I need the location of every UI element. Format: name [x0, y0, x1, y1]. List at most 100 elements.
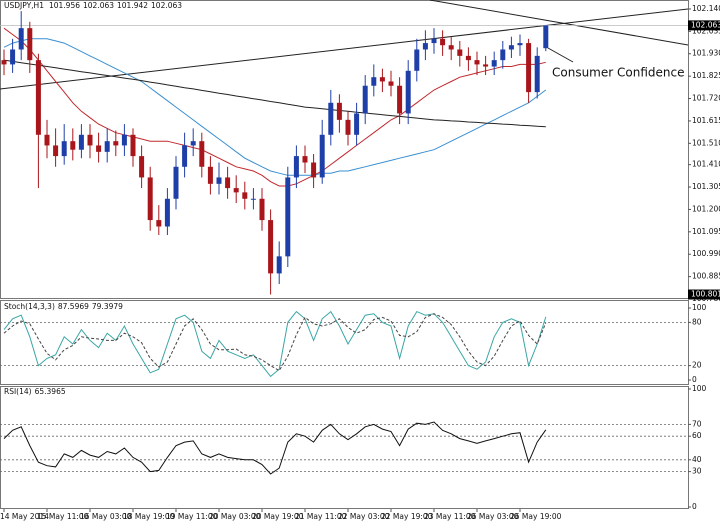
candle-body: [156, 220, 162, 227]
y-tick-label: 101.930: [692, 49, 720, 58]
candle-body: [293, 156, 299, 178]
rsi-value: 65.3965: [35, 387, 66, 396]
y-tick-label: 101.305: [692, 182, 720, 191]
candle-body: [173, 166, 179, 199]
candle-body: [354, 113, 360, 135]
price-header: USDJPY,H1 101.956 102.063 101.942 102.063: [4, 1, 182, 10]
candle-body: [397, 85, 403, 114]
candle-body: [500, 49, 506, 61]
trendline: [0, 8, 689, 90]
candle-body: [87, 134, 93, 146]
x-tick-label: 26 May 03:00: [467, 512, 519, 521]
price-tag: [688, 289, 720, 300]
x-tick-label: 15 May 11:00: [37, 512, 89, 521]
candle-body: [457, 49, 463, 56]
candle-body: [526, 43, 532, 93]
y-tick-label: 100: [692, 384, 707, 393]
candle-body: [345, 119, 351, 135]
candle-body: [285, 177, 291, 257]
candle-body: [474, 60, 480, 65]
candle-body: [259, 198, 265, 221]
candle-body: [302, 156, 308, 163]
candle-body: [35, 60, 41, 135]
candle-body: [242, 192, 248, 199]
stoch-panel: [0, 300, 689, 385]
candle-body: [44, 134, 50, 146]
y-tick-label: 0: [692, 375, 697, 384]
y-tick-label: 101.510: [692, 138, 720, 147]
candle-body: [104, 141, 110, 152]
y-tick-label: 101.615: [692, 116, 720, 125]
stoch-signal: 79.3979: [92, 302, 123, 311]
candle-body: [405, 70, 411, 114]
candle-body: [78, 134, 84, 150]
moving-average: [3, 59, 546, 128]
y-tick-label: 101.095: [692, 227, 720, 236]
x-tick-label: 19 May 11:00: [166, 512, 218, 521]
candle-body: [61, 141, 67, 157]
rsi-header: RSI(14) 65.3965: [4, 387, 66, 396]
rsi-title: RSI(14): [4, 387, 32, 396]
x-tick-label: 20 May 03:00: [209, 512, 261, 521]
indicator-line: [3, 421, 547, 475]
x-tick-label: 18 May 19:00: [123, 512, 175, 521]
x-tick-label: 23 May 11:00: [424, 512, 476, 521]
annotation-pointer: [547, 47, 574, 63]
y-tick-label: 102.035: [692, 26, 720, 35]
candle-body: [371, 77, 377, 86]
candle-body: [388, 81, 394, 86]
price-tag: [688, 20, 720, 31]
moving-average: [3, 27, 546, 187]
y-tick-label: 30: [692, 467, 702, 476]
candle-body: [465, 55, 471, 61]
open: 101.956: [49, 1, 80, 10]
candle-body: [18, 28, 24, 50]
close: 102.063: [151, 1, 182, 10]
candle-body: [27, 28, 33, 61]
candle-body: [362, 85, 368, 114]
price-tag-label: 102.063: [691, 20, 720, 29]
stoch-title: Stoch(14,3,3): [4, 302, 55, 311]
indicator-line: [3, 310, 547, 378]
price-tag-label: 100.801: [691, 290, 720, 299]
y-tick-label: 102.140: [692, 4, 720, 13]
candle-body: [311, 162, 317, 178]
candle-body: [379, 77, 385, 82]
x-tick-label: 20 May 19:00: [252, 512, 304, 521]
candle-body: [10, 49, 16, 65]
price-panel: [0, 0, 689, 299]
candle-body: [113, 141, 119, 146]
high: 102.063: [83, 1, 114, 10]
y-tick-label: 101.720: [692, 94, 720, 103]
candle-body: [336, 102, 342, 120]
candle-body: [483, 64, 489, 67]
candle-body: [121, 134, 127, 146]
y-tick-label: 40: [692, 455, 702, 464]
candle-body: [199, 141, 205, 167]
candle-body: [517, 43, 523, 46]
symbol: USDJPY,H1: [4, 1, 44, 10]
low: 101.942: [117, 1, 148, 10]
candle-body: [276, 256, 282, 274]
candle-body: [448, 45, 454, 50]
x-tick-label: 14 May 2014: [0, 512, 49, 521]
y-tick-label: 101.825: [692, 71, 720, 80]
candle-body: [147, 177, 153, 221]
candle-body: [139, 156, 145, 178]
y-tick-label: 100.885: [692, 272, 720, 281]
candle-body: [70, 141, 76, 150]
y-tick-label: 100.990: [692, 249, 720, 258]
candle-body: [96, 145, 102, 152]
rsi-panel: [0, 386, 689, 509]
y-tick-label: 101.410: [692, 160, 720, 169]
candle-body: [328, 102, 334, 135]
candle-body: [422, 43, 428, 50]
candle-body: [268, 220, 274, 274]
candle-body: [543, 25, 549, 49]
x-tick-label: 22 May 03:00: [338, 512, 390, 521]
annotation: Consumer Confidence: [552, 66, 684, 80]
candle-body: [190, 141, 196, 146]
trendline: [429, 0, 689, 46]
candle-body: [207, 166, 213, 184]
